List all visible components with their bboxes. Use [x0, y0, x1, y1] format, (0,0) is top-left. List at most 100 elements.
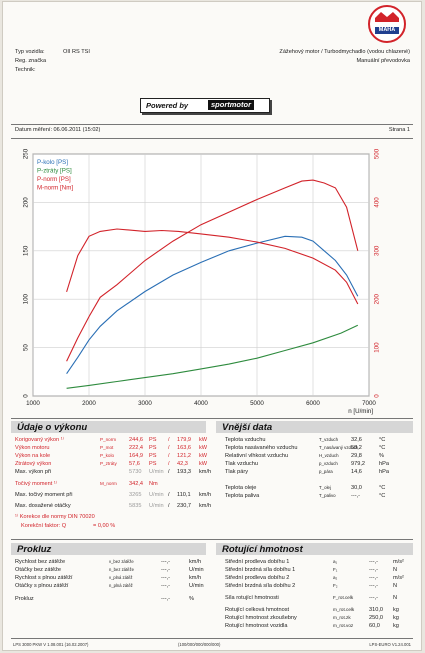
ext-unit: °C: [379, 493, 386, 499]
mass-unit: kg: [393, 607, 399, 613]
row-value-1: 244,6: [129, 437, 143, 443]
y-right-tick-label: 100: [374, 342, 381, 353]
ext-label: Teplota oleje: [225, 485, 257, 491]
row-separator: /: [168, 492, 170, 498]
ext-unit: hPa: [379, 469, 389, 475]
x-tick-label: 5000: [250, 400, 264, 407]
ext-symbol: T_palivo: [319, 493, 336, 498]
slip-unit: %: [189, 596, 194, 602]
y-right-tick-label: 300: [374, 245, 381, 256]
row-value-2: 163,6: [177, 445, 191, 451]
slip-value: ---,-: [161, 583, 171, 589]
rotating-mass-title: Rotující hmotnost: [222, 544, 303, 555]
row-unit-1: PS: [149, 453, 157, 459]
x-tick-label: 4000: [194, 400, 208, 407]
row-value-1: 3265: [129, 492, 142, 498]
mass-unit: m/s²: [393, 575, 404, 581]
row-value-2: 42,3: [177, 461, 188, 467]
power-data-title: Údaje o výkonu: [17, 422, 88, 433]
y-right-tick-label: 500: [374, 148, 381, 159]
mass-label: Rotující hmotnost vozidla: [225, 623, 288, 629]
sportmotor-brand: sportmotor: [208, 100, 254, 110]
footer-divider: [11, 638, 413, 639]
row-label: Výkon motoru: [15, 445, 50, 451]
row-separator: /: [168, 461, 170, 467]
mass-value: ---,-: [369, 583, 379, 589]
maha-logo: MAHA: [367, 4, 407, 44]
norm-note: ¹⁾ Korekce dle normy DIN 70020: [15, 514, 95, 520]
slip-title: Prokluz: [17, 544, 52, 555]
row-unit-2: kW: [199, 437, 208, 443]
external-data-header: Vnější data: [216, 421, 413, 433]
technician-label: Technik:: [15, 67, 36, 73]
gearbox-type: Manuální převodovka: [356, 58, 411, 64]
row-value-1: 164,9: [129, 453, 143, 459]
mass-unit: kg: [393, 623, 399, 629]
slip-unit: km/h: [189, 559, 202, 565]
row-unit-2: kW: [199, 461, 208, 467]
ext-value: 32,6: [351, 437, 362, 443]
row-unit-2: km/h: [199, 503, 212, 509]
slip-label: Prokluz: [15, 596, 34, 602]
y-right-tick-label: 0: [374, 394, 381, 398]
row-value-1: 57,6: [129, 461, 140, 467]
series-line-1: [66, 235, 359, 375]
ext-value: 29,8: [351, 453, 362, 459]
rotating-mass-header: Rotující hmotnost: [216, 543, 413, 555]
legend-entry: P-kolo [PS]: [37, 159, 68, 166]
external-data-title: Vnější data: [222, 422, 273, 433]
slip-label: Rychlost s plnou zátěží: [15, 575, 73, 581]
mass-label: Střední brzdná síla dobíhu 2: [225, 583, 296, 589]
ext-value: ---,-: [351, 493, 361, 499]
row-unit-2: km/h: [199, 469, 212, 475]
factor-label: Korekční faktor: Q: [21, 523, 67, 529]
ext-label: Teplota nasávaného vzduchu: [225, 445, 298, 451]
power-torque-chart: 1000 2000 3000 4000 5000 6000 7000050100150200…: [23, 148, 381, 415]
ext-label: Tlak páry: [225, 469, 249, 475]
row-value-1: 5730: [129, 469, 142, 475]
row-value-2: 110,1: [177, 492, 191, 498]
row-value-2: 121,2: [177, 453, 191, 459]
row-unit-2: kW: [199, 445, 208, 451]
row-unit-1: U/min: [149, 503, 164, 509]
mass-label: Střední prodleva dobíhu 2: [225, 575, 290, 581]
slip-value: ---,-: [161, 596, 171, 602]
chart-bottom-divider: [11, 418, 413, 419]
mass-label: Střední prodleva dobíhu 1: [225, 559, 290, 565]
ext-value: 979,2: [351, 461, 365, 467]
mass-symbol: F₂: [333, 583, 338, 588]
mass-value: ---,-: [369, 559, 379, 565]
ext-unit: hPa: [379, 461, 389, 467]
slip-unit: U/min: [189, 567, 204, 573]
y-left-tick-label: 250: [23, 148, 30, 159]
mass-value: ---,-: [369, 575, 379, 581]
row-unit-2: kW: [199, 453, 208, 459]
engine-description: Zážehový motor / Turbodmychadlo (vodou c…: [279, 49, 410, 55]
row-label: Max. výkon při: [15, 469, 52, 475]
middle-divider: [11, 539, 413, 540]
row-unit-1: PS: [149, 461, 157, 467]
row-unit-1: U/min: [149, 492, 164, 498]
row-symbol: P_kolo: [100, 453, 115, 458]
row-unit-1: Nm: [149, 481, 158, 487]
ext-symbol: T_vzduch: [319, 437, 339, 442]
y-left-tick-label: 200: [23, 197, 30, 208]
row-symbol: P_norm: [100, 437, 117, 442]
y-left-tick-label: 150: [23, 245, 30, 256]
row-label: Výkon na kole: [15, 453, 51, 459]
x-tick-label: 1000: [26, 400, 40, 407]
x-tick-label: 7000: [362, 400, 376, 407]
slip-unit: U/min: [189, 583, 204, 589]
ext-unit: °C: [379, 437, 386, 443]
series-line-3: [66, 179, 359, 362]
legend-entry: P-norm [PS]: [37, 176, 71, 183]
mass-value: 250,0: [369, 615, 383, 621]
x-tick-label: 3000: [138, 400, 152, 407]
powered-by-banner: Powered by sportmotor: [140, 98, 270, 113]
row-symbol: P_ztráty: [100, 461, 117, 466]
ext-label: Teplota paliva: [225, 493, 260, 499]
power-data-header: Údaje o výkonu: [11, 421, 206, 433]
ext-value: 14,6: [351, 469, 362, 475]
ext-symbol: T_nasávaný vzduch: [319, 445, 359, 450]
y-right-tick-label: 400: [374, 197, 381, 208]
